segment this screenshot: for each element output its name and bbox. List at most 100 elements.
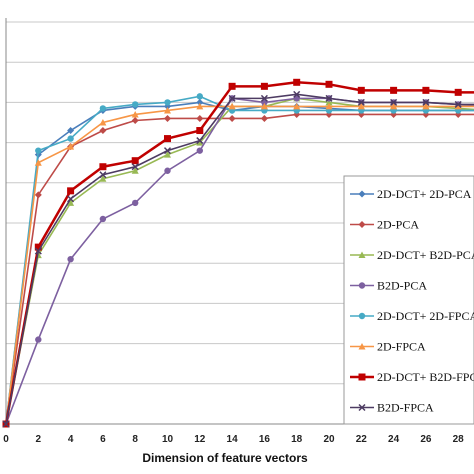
legend-label: 2D-FPCA bbox=[377, 340, 426, 354]
data-point bbox=[67, 195, 75, 203]
series-line bbox=[5, 93, 474, 425]
legend-item: B2D-FPCA bbox=[350, 401, 434, 415]
data-point bbox=[390, 102, 398, 110]
data-point bbox=[99, 105, 107, 112]
data-point bbox=[67, 199, 75, 206]
data-point bbox=[358, 373, 366, 381]
data-point bbox=[228, 94, 236, 102]
data-point bbox=[67, 135, 74, 142]
x-tick-label: 10 bbox=[162, 434, 174, 445]
data-point bbox=[34, 191, 42, 199]
data-point bbox=[164, 99, 171, 106]
legend-item: 2D-DCT+ B2D-PCA bbox=[350, 248, 474, 262]
data-point bbox=[132, 101, 139, 108]
legend-label: 2D-DCT+ 2D-FPCA bbox=[377, 309, 474, 323]
data-point bbox=[358, 403, 366, 412]
data-point bbox=[358, 282, 366, 289]
data-point bbox=[67, 187, 75, 195]
data-point bbox=[196, 102, 204, 110]
legend: 2D-DCT+ 2D-PCA 2D-PCA 2D-DCT+ B2D-PCA B2D-P… bbox=[343, 175, 474, 425]
data-point-stroke bbox=[131, 163, 139, 171]
data-point-stroke bbox=[67, 195, 75, 203]
x-tick-label: 2 bbox=[36, 434, 42, 445]
legend-box bbox=[343, 175, 474, 425]
data-point bbox=[99, 127, 107, 135]
x-tick-label: 24 bbox=[388, 434, 400, 445]
legend-label: 2D-PCA bbox=[377, 218, 419, 232]
data-point bbox=[67, 143, 75, 150]
data-point bbox=[358, 251, 366, 258]
series-group bbox=[2, 90, 474, 428]
data-point bbox=[99, 119, 107, 126]
data-point bbox=[196, 114, 204, 122]
data-point bbox=[132, 199, 139, 207]
data-point bbox=[293, 90, 301, 98]
data-point-stroke bbox=[293, 90, 301, 98]
data-point-stroke bbox=[358, 403, 366, 412]
data-point bbox=[325, 98, 333, 106]
data-point bbox=[357, 86, 365, 94]
data-point bbox=[293, 102, 301, 110]
x-tick-label: 26 bbox=[420, 434, 432, 445]
series-line bbox=[5, 113, 474, 425]
legend-label: B2D-PCA bbox=[377, 279, 427, 293]
x-tick-label: 20 bbox=[323, 434, 335, 445]
x-tick-label: 28 bbox=[453, 434, 465, 445]
x-tick-label: 18 bbox=[291, 434, 303, 445]
data-point-stroke bbox=[163, 147, 172, 155]
data-point bbox=[357, 98, 365, 106]
x-tick-label: 22 bbox=[356, 434, 368, 445]
x-tick-label: 14 bbox=[227, 434, 239, 445]
data-point bbox=[325, 94, 333, 102]
data-point-stroke bbox=[260, 94, 268, 102]
data-point bbox=[293, 78, 301, 86]
data-point bbox=[164, 167, 171, 174]
series-layer bbox=[2, 78, 474, 428]
data-point-stroke bbox=[390, 98, 398, 106]
x-tick-label: 4 bbox=[68, 434, 74, 445]
data-point bbox=[358, 343, 366, 350]
legend-item: 2D-DCT+ 2D-FPCA bbox=[350, 309, 474, 323]
data-point bbox=[163, 147, 172, 155]
data-point bbox=[358, 190, 366, 198]
data-point bbox=[260, 82, 268, 90]
data-point bbox=[2, 420, 10, 428]
data-point bbox=[358, 312, 366, 320]
data-point bbox=[196, 139, 204, 146]
data-point bbox=[390, 98, 398, 106]
data-point bbox=[260, 102, 268, 110]
data-point-stroke bbox=[99, 171, 107, 179]
data-point bbox=[325, 80, 333, 88]
legend-item: 2D-DCT+ 2D-PCA bbox=[350, 187, 472, 201]
data-point bbox=[196, 93, 203, 100]
legend-item: 2D-FPCA bbox=[350, 340, 426, 354]
data-point-stroke bbox=[2, 420, 10, 428]
data-point bbox=[99, 171, 107, 179]
x-tick-label: 8 bbox=[132, 434, 138, 445]
data-point-stroke bbox=[357, 98, 365, 106]
data-point bbox=[260, 94, 268, 102]
x-tick-label: 12 bbox=[194, 434, 206, 445]
series-line bbox=[5, 105, 474, 425]
data-point bbox=[34, 243, 42, 251]
x-tick-label: 16 bbox=[259, 434, 271, 445]
data-point bbox=[196, 147, 203, 154]
x-tick-label: 6 bbox=[100, 434, 106, 445]
series-line bbox=[4, 81, 474, 425]
legend-label: 2D-DCT+ B2D-FPCA bbox=[377, 370, 474, 384]
data-point bbox=[131, 157, 139, 165]
data-point-stroke bbox=[228, 94, 236, 102]
data-point bbox=[164, 135, 171, 143]
data-point bbox=[164, 114, 171, 122]
data-point bbox=[422, 102, 430, 110]
data-point bbox=[67, 255, 74, 263]
data-point bbox=[164, 106, 171, 114]
data-point bbox=[35, 336, 42, 343]
data-point bbox=[34, 159, 42, 166]
x-axis-label: Dimension of feature vectors bbox=[142, 451, 308, 465]
data-point bbox=[325, 102, 333, 110]
data-point bbox=[228, 114, 236, 122]
data-point bbox=[99, 163, 107, 171]
